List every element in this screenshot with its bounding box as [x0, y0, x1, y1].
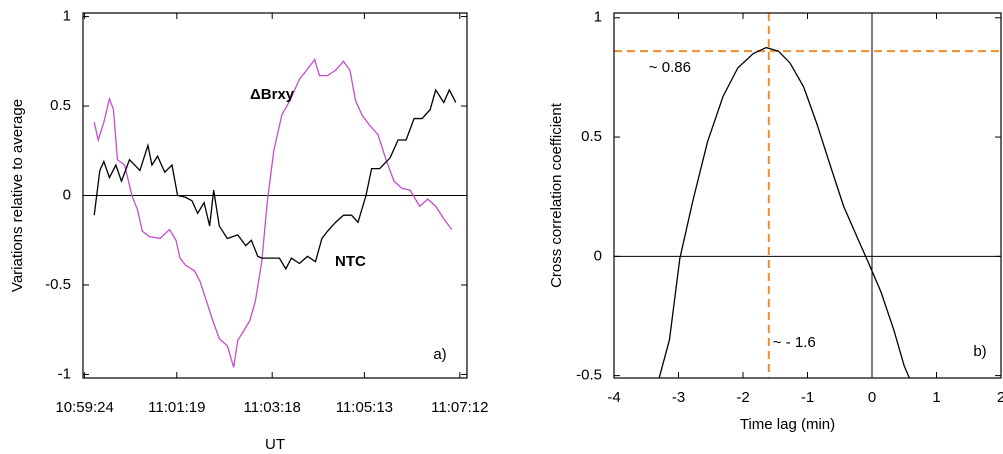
y-tick-label: 0.5 — [50, 97, 71, 114]
series-line — [93, 88, 457, 271]
panel: 1 0.5 0 -0.5 -4 -3 -2 -1 0 1 2 ~ 0.86 ~ - 1.6 b) Time … — [548, 9, 1003, 433]
x-tick-label: -3 — [672, 389, 685, 406]
panel: 1 0.5 0 -0.5 -1 10:59:24 11:01:19 11:03:18 11:05… — [9, 8, 488, 453]
x-axis-title: UT — [265, 436, 285, 453]
y-tick-label: -1 — [58, 365, 71, 382]
y-tick-label: -0.5 — [45, 276, 71, 293]
x-tick-label: -1 — [801, 389, 814, 406]
x-axis-title: Time lag (min) — [740, 416, 835, 433]
y-tick-label: 0 — [63, 186, 71, 203]
annotation: ~ 0.86 — [649, 59, 691, 76]
plot-area — [614, 13, 1001, 378]
y-axis-title: Variations relative to average — [9, 99, 26, 292]
x-tick-label: 2 — [997, 389, 1003, 406]
x-tick-label: 11:03:18 — [244, 399, 301, 416]
annotation: ~ - 1.6 — [773, 334, 816, 351]
plot-frame — [82, 12, 468, 379]
x-tick-label: 0 — [868, 389, 876, 406]
x-tick-label: 10:59:24 — [55, 399, 113, 416]
x-tick-label: 11:01:19 — [148, 399, 205, 416]
y-tick-label: -0.5 — [576, 367, 602, 384]
x-tick-label: 11:07:12 — [431, 399, 488, 416]
y-tick-label: 1 — [594, 9, 602, 26]
y-axis-title: Cross correlation coefficient — [548, 102, 565, 288]
series-line — [658, 46, 911, 378]
panel-label: a) — [433, 346, 446, 363]
series-label: NTC — [335, 253, 366, 270]
y-tick-label: 0.5 — [581, 128, 602, 145]
x-tick-label: -2 — [736, 389, 749, 406]
x-tick-label: 11:05:13 — [336, 399, 393, 416]
panel-label: b) — [973, 343, 986, 360]
series-label: ΔBrxy — [250, 86, 295, 103]
plot-frame — [613, 12, 1002, 379]
y-tick-label: 0 — [594, 247, 602, 264]
series-line — [93, 58, 453, 368]
y-tick-label: 1 — [63, 8, 71, 25]
plot-area — [83, 58, 467, 368]
x-tick-label: 1 — [932, 389, 940, 406]
x-tick-label: -4 — [607, 389, 620, 406]
